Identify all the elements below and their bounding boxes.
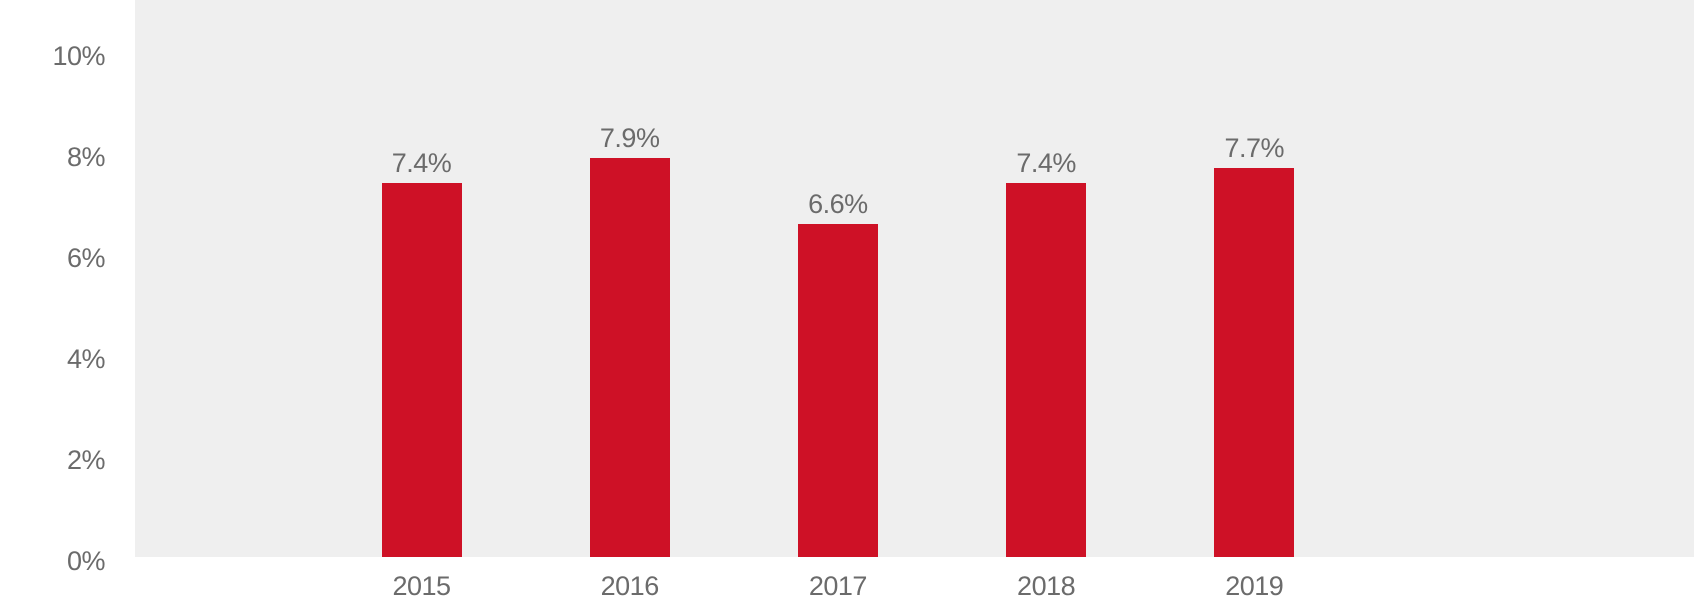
bar-value-label: 7.4% <box>391 148 452 179</box>
x-axis-label: 2017 <box>808 571 868 601</box>
bar-value-label: 7.9% <box>599 123 660 154</box>
x-axis-label: 2015 <box>392 571 451 601</box>
bar-value-label: 7.7% <box>1224 133 1285 164</box>
y-tick-label: 6% <box>66 243 106 273</box>
x-axis-label: 2016 <box>600 571 660 601</box>
y-tick-label: 8% <box>66 142 106 172</box>
bar-2016 <box>589 158 670 557</box>
bar-2017 <box>797 223 878 557</box>
y-tick-label: 0% <box>66 546 106 576</box>
bar-2015 <box>381 183 462 557</box>
bar-value-label: 6.6% <box>808 188 868 219</box>
bar-2019 <box>1214 168 1295 557</box>
bar-value-label: 7.4% <box>1016 148 1076 179</box>
y-tick-label: 10% <box>52 41 105 71</box>
y-tick-label: 2% <box>66 445 106 475</box>
x-axis-label: 2018 <box>1017 571 1076 601</box>
y-tick-label: 4% <box>66 344 106 374</box>
bar-2018 <box>1006 183 1087 557</box>
plot-area <box>135 0 1694 557</box>
x-axis-label: 2019 <box>1225 571 1284 601</box>
